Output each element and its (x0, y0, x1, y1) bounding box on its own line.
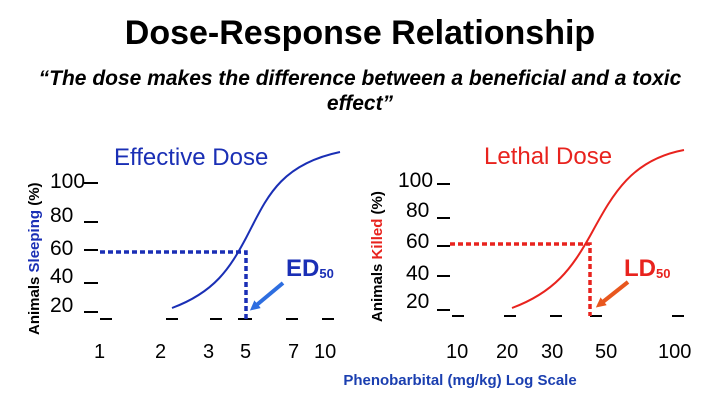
ed50-label: ED50 (286, 255, 334, 282)
right-ytick: 60 (406, 230, 429, 253)
right-ytick: 40 (406, 262, 429, 285)
left-xtick: 7 (288, 341, 299, 363)
left-y-ticks: 100 80 60 40 20 (50, 170, 85, 317)
left-ytick: 60 (50, 237, 73, 260)
left-xtick: 5 (240, 341, 251, 363)
left-y-tick-marks (84, 182, 98, 313)
right-ytick: 80 (406, 199, 429, 222)
right-xtick: 50 (595, 341, 617, 363)
page-title: Dose-Response Relationship (124, 14, 596, 52)
ed50-arrow (249, 281, 285, 311)
left-ytick: 100 (50, 170, 85, 193)
ld50-guide-lines (450, 242, 592, 316)
left-xtick: 3 (203, 341, 214, 363)
left-y-axis-label: Animals Sleeping (%) (26, 182, 43, 335)
right-ytick: 20 (406, 290, 429, 313)
left-x-ticks: 1 2 3 5 7 10 (94, 341, 336, 363)
right-xtick: 20 (496, 341, 518, 363)
right-ytick: 100 (398, 169, 433, 192)
right-xtick: 100 (658, 341, 691, 363)
ld50-label: LD50 (624, 255, 670, 282)
right-y-tick-marks (437, 183, 450, 311)
ed50-guide-lines (100, 250, 248, 320)
right-y-ticks: 100 80 60 40 20 (398, 169, 433, 313)
left-ytick: 20 (50, 294, 73, 317)
effective-dose-title: Effective Dose (114, 144, 268, 171)
left-xtick: 2 (155, 341, 166, 363)
lethal-dose-title: Lethal Dose (484, 143, 612, 170)
right-xtick: 10 (446, 341, 468, 363)
subtitle-quote: “The dose makes the difference between a… (38, 67, 682, 115)
left-xtick: 10 (314, 341, 336, 363)
right-y-axis-label: Animals Killed (%) (369, 191, 386, 322)
x-axis-label: Phenobarbital (mg/kg) Log Scale (343, 372, 577, 389)
left-ytick: 40 (50, 265, 73, 288)
lethal-dose-curve (511, 149, 685, 309)
ld50-arrow (595, 280, 630, 308)
left-ytick: 80 (50, 204, 73, 227)
right-xtick: 30 (541, 341, 563, 363)
effective-dose-curve (171, 151, 341, 309)
left-xtick: 1 (94, 341, 105, 363)
right-x-ticks: 10 20 30 50 100 (446, 341, 691, 363)
